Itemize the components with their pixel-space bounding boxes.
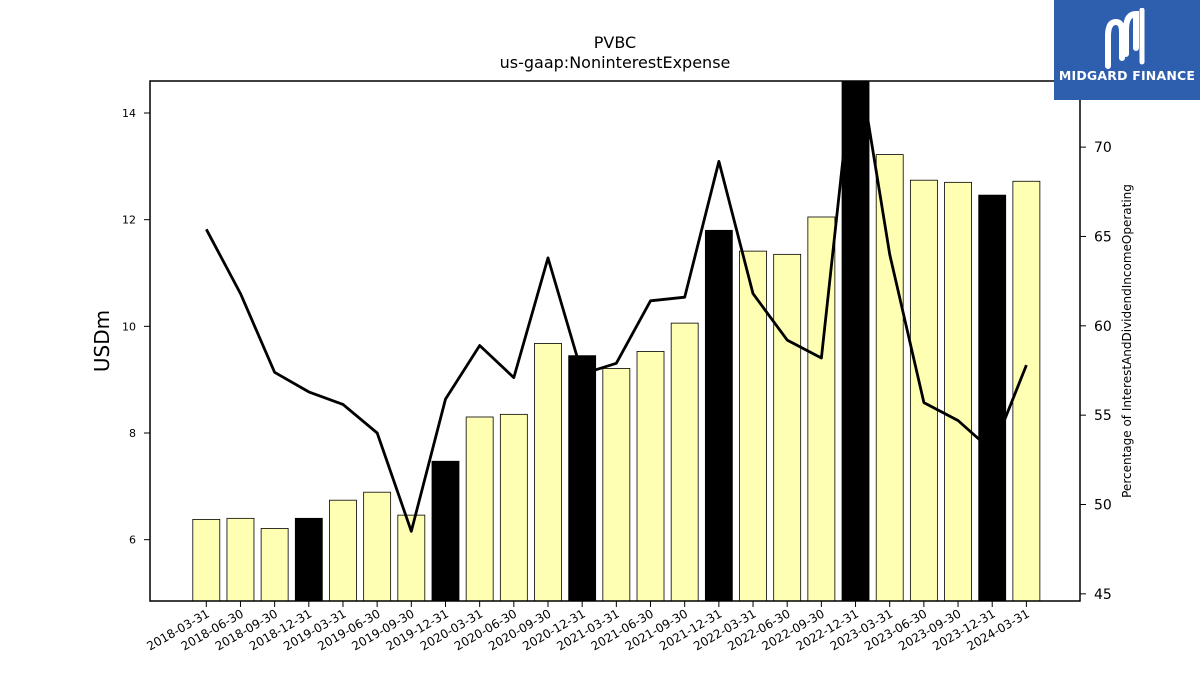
bar-2023-09-30 — [944, 181, 972, 602]
y2-tick-label-55: 55 — [1094, 408, 1112, 424]
brand-logo: MIDGARD FINANCE — [1054, 0, 1200, 100]
bar-2023-03-31 — [875, 154, 904, 602]
plot-frame — [149, 80, 1081, 602]
y-tick-label-8: 8 — [129, 427, 136, 440]
bar-2022-06-30 — [773, 253, 802, 602]
bar-2021-06-30 — [636, 350, 665, 602]
y-tick-label-6: 6 — [129, 534, 136, 547]
bar-2021-12-31 — [704, 229, 733, 602]
y2-tick-label-60: 60 — [1094, 319, 1112, 335]
line-layer — [205, 81, 1028, 533]
chart-title: PVBC — [594, 33, 636, 52]
y-axis-label: USDm — [90, 310, 114, 372]
y2-tick-label-65: 65 — [1094, 229, 1112, 245]
y2-tick-label-70: 70 — [1094, 140, 1112, 156]
bar-2022-12-31 — [841, 80, 870, 602]
bar-2020-12-31 — [568, 355, 597, 602]
y2-axis-label: Percentage of InterestAndDividendIncomeO… — [1120, 184, 1134, 498]
bar-2021-09-30 — [670, 322, 699, 602]
bar-2019-12-31 — [431, 460, 460, 602]
y-axis-left: 6 8 10 12 14 — [122, 107, 150, 547]
y-tick-label-14: 14 — [122, 107, 136, 120]
bar-2023-06-30 — [909, 179, 938, 602]
y-axis-right: 45 50 55 60 65 70 — [1080, 140, 1112, 603]
x-axis: 2018-03-312018-06-302018-09-302018-12-31… — [144, 601, 1032, 653]
bar-2020-09-30 — [534, 342, 562, 602]
y2-tick-label-45: 45 — [1094, 587, 1112, 603]
y-tick-label-10: 10 — [122, 320, 136, 333]
percentage-line — [205, 81, 1028, 533]
y-tick-label-12: 12 — [122, 214, 136, 227]
bar-2023-12-31 — [978, 194, 1007, 602]
bar-2018-03-31 — [192, 519, 221, 602]
bar-2018-12-31 — [294, 517, 323, 602]
bar-2019-03-31 — [329, 499, 357, 602]
bar-2019-06-30 — [363, 491, 392, 602]
brand-logo-icon — [1105, 8, 1145, 69]
bar-2018-09-30 — [260, 528, 289, 602]
bar-2018-06-30 — [226, 517, 255, 602]
y2-tick-label-50: 50 — [1094, 498, 1112, 514]
bar-2020-03-31 — [465, 416, 494, 602]
brand-name: MIDGARD FINANCE — [1058, 68, 1196, 83]
bar-2020-06-30 — [499, 413, 528, 602]
bar-2021-03-31 — [602, 368, 631, 602]
bar-2022-03-31 — [739, 250, 767, 602]
chart-subtitle: us-gaap:NoninterestExpense — [500, 53, 731, 72]
bars-layer — [192, 80, 1041, 602]
